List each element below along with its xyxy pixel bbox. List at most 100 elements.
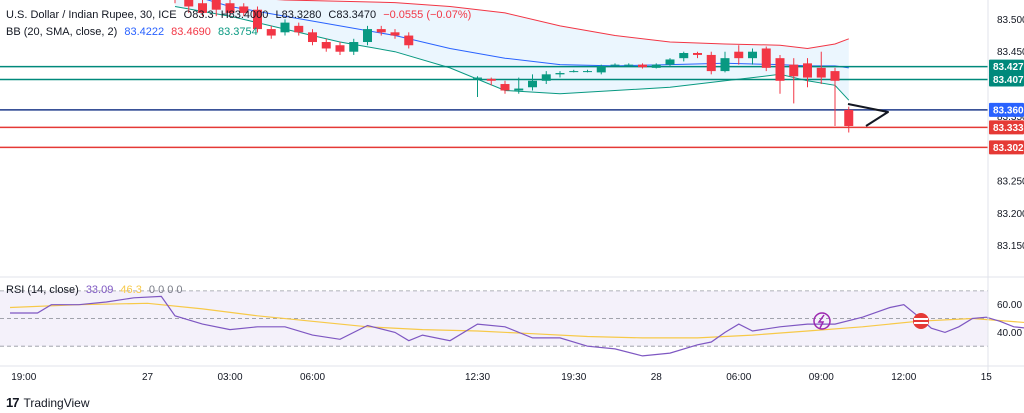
rsi-panel <box>0 276 1024 357</box>
rsi-value: 33.09 <box>85 284 114 296</box>
candle-body-46 <box>844 109 854 127</box>
bb-basis-line <box>206 0 849 69</box>
bb-upper-value: 83.4690 <box>171 26 211 38</box>
time-tick-11: 15 <box>981 372 993 383</box>
candle-body-9 <box>280 22 290 33</box>
time-tick-4: 06:00 <box>300 372 325 383</box>
tradingview-footer[interactable]: 17 TradingView <box>6 395 90 410</box>
bb-upper-line <box>276 0 849 50</box>
candle-body-7 <box>253 9 262 30</box>
time-tick-10: 12:00 <box>891 372 916 383</box>
time-tick-1: 19:00 <box>11 372 36 383</box>
rsi-name: RSI (14, close) <box>6 284 79 296</box>
candle-body-21 <box>500 84 510 91</box>
level-badge-text-1: 83.427 <box>993 62 1024 73</box>
time-tick-5: 12:30 <box>465 372 490 383</box>
rsi-zeros: 0 0 0 0 <box>148 284 183 296</box>
rsi-tick-1: 60.00 <box>997 300 1022 311</box>
bb-lower-value: 83.3754 <box>217 26 258 38</box>
candle-body-2 <box>184 0 194 7</box>
candle-body-6 <box>239 6 249 13</box>
price-tick-3: 83.350 <box>997 112 1024 123</box>
candle-body-18 <box>404 35 414 46</box>
price-tick-6: 83.150 <box>997 241 1024 252</box>
candle-body-17 <box>390 32 400 36</box>
level-badge-3 <box>989 102 1024 117</box>
candle-body-20 <box>486 78 496 81</box>
candle-body-8 <box>266 29 276 36</box>
candle-body-28 <box>596 65 606 73</box>
candle-body-11 <box>308 32 317 43</box>
rsi-ma-line <box>9 302 1024 339</box>
rsi-ma-value: 46.3 <box>120 284 142 296</box>
time-tick-7: 28 <box>651 372 663 383</box>
flag-stripe-2-icon <box>914 322 928 324</box>
candle-body-43 <box>803 63 812 78</box>
arrow-annotation-icon <box>847 103 889 127</box>
candle-body-24 <box>541 74 551 81</box>
level-badge-5 <box>989 140 1024 155</box>
rsi-legend[interactable]: RSI (14, close) 33.09 46.3 0 0 0 0 <box>6 284 187 296</box>
candle-body-16 <box>376 29 386 33</box>
candle-body-4 <box>211 0 221 10</box>
ohlc-close: C83.3470 <box>328 9 377 21</box>
candle-body-31 <box>638 64 647 68</box>
candle-body-41 <box>775 58 785 81</box>
symbol-name: U.S. Dollar / Indian Rupee, 30, ICE <box>6 9 177 21</box>
candle-body-25 <box>555 73 565 75</box>
price-tick-1: 83.500 <box>997 15 1024 26</box>
candle-body-44 <box>816 67 826 78</box>
candle-body-37 <box>720 58 730 72</box>
candle-body-34 <box>679 53 689 59</box>
chart-icons <box>813 312 929 330</box>
level-badge-text-2: 83.407 <box>993 75 1024 86</box>
price-tick-4: 83.250 <box>997 176 1024 187</box>
price-axis[interactable]: 83.500 83.450 83.350 83.250 83.200 83.150 83.4… <box>987 0 1024 380</box>
candle-body-5 <box>225 3 235 13</box>
time-tick-2: 27 <box>142 372 154 383</box>
candle-body-32 <box>651 64 661 68</box>
bb-basis-value: 83.4222 <box>124 26 165 38</box>
candle-body-15 <box>363 29 372 43</box>
ohlc-low: L83.3280 <box>275 9 322 21</box>
us-flag-icon <box>913 313 929 329</box>
level-badge-text-4: 83.333 <box>993 123 1024 134</box>
bb-name: BB (20, SMA, close, 2) <box>6 26 118 38</box>
symbol-legend[interactable]: U.S. Dollar / Indian Rupee, 30, ICE O83.… <box>6 9 475 21</box>
candle-body-10 <box>294 25 304 33</box>
candle-body-45 <box>830 71 840 81</box>
price-tick-5: 83.200 <box>997 209 1024 220</box>
candle-body-3 <box>198 3 207 13</box>
lightning-bolt-icon <box>817 314 825 329</box>
lightning-icon <box>813 312 831 330</box>
candle-body-23 <box>528 80 537 88</box>
rsi-line <box>10 295 1024 357</box>
ohlc-high: H83.4000 <box>220 9 269 21</box>
candle-body-26 <box>569 71 579 73</box>
time-tick-8: 06:00 <box>726 372 751 383</box>
candle-body-35 <box>693 53 702 55</box>
candlesticks <box>174 0 889 133</box>
candle-body-38 <box>734 51 744 59</box>
candle-body-36 <box>706 54 716 72</box>
level-badge-text-5: 83.302 <box>993 143 1024 154</box>
flag-stripe-icon <box>914 318 928 320</box>
level-badge-4 <box>989 120 1024 135</box>
time-axis[interactable]: 19:00 27 03:00 06:00 12:30 19:30 28 06:00 09:00 1… <box>0 365 1024 383</box>
candle-body-12 <box>321 42 331 49</box>
candle-body-13 <box>335 45 345 52</box>
bb-fill <box>175 0 849 101</box>
candle-body-30 <box>624 64 634 66</box>
candle-body-42 <box>789 64 799 77</box>
candle-body-40 <box>761 48 771 68</box>
bb-legend[interactable]: BB (20, SMA, close, 2) 83.4222 83.4690 8… <box>6 26 262 38</box>
time-tick-3: 03:00 <box>217 372 242 383</box>
time-tick-9: 09:00 <box>809 372 834 383</box>
candle-body-14 <box>349 42 359 52</box>
candle-body-27 <box>583 71 592 73</box>
level-badge-2 <box>989 72 1024 87</box>
level-badge-1 <box>989 59 1024 74</box>
candle-body-33 <box>665 59 675 65</box>
time-tick-6: 19:30 <box>561 372 586 383</box>
